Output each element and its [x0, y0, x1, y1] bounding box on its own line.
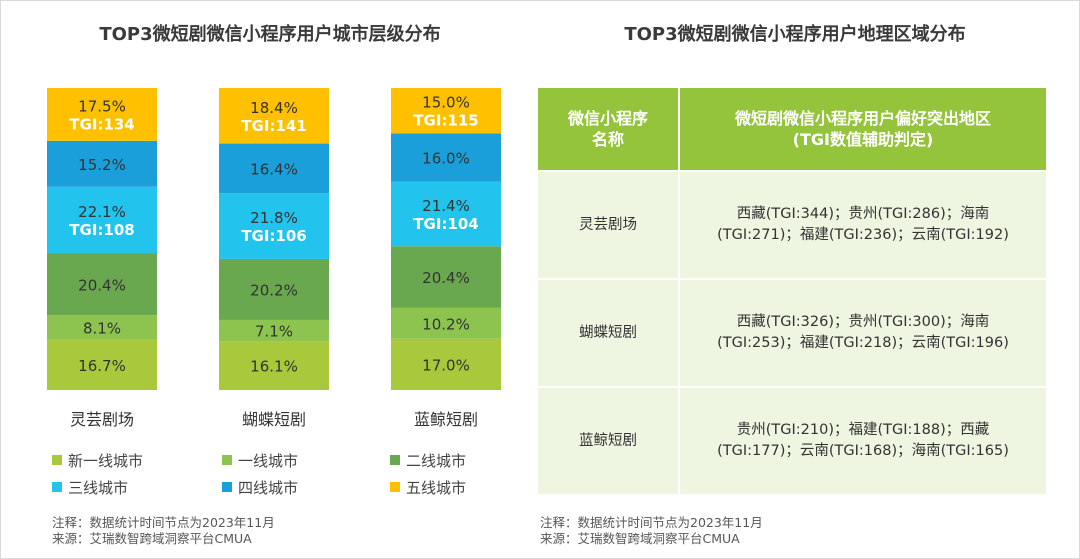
legend-swatch	[52, 455, 62, 465]
bar-segment	[391, 246, 501, 308]
bar-value-label: 16.7%	[78, 357, 126, 375]
table-row: 灵芸剧场 西藏(TGI:344)；贵州(TGI:286)；海南 (TGI:271…	[538, 170, 1046, 278]
table-row: 蓝鲸短剧 贵州(TGI:210)；福建(TGI:188)；西藏 (TGI:177…	[538, 386, 1046, 494]
legend-item-tier-new1: 新一线城市	[52, 450, 143, 471]
note-line: 注释：数据统计时间节点为2023年11月	[540, 515, 763, 530]
bar-segment	[47, 186, 157, 254]
bar-value-label: 22.1%	[78, 203, 126, 221]
legend-swatch	[222, 482, 232, 492]
row-regions: 西藏(TGI:326)；贵州(TGI:300)；海南 (TGI:253)；福建(…	[680, 278, 1046, 386]
note-line: 注释：数据统计时间节点为2023年11月	[52, 515, 275, 530]
bar-segment	[391, 307, 501, 339]
bar-value-label: 16.4%	[250, 160, 298, 178]
legend-item-tier-3: 三线城市	[52, 477, 128, 498]
bar-value-label: 21.8%	[250, 209, 298, 227]
bar-value-label: 20.4%	[422, 269, 470, 287]
bar-value-label: 20.4%	[78, 276, 126, 294]
bar-tgi-label: TGI:106	[241, 227, 306, 245]
bar-segment	[219, 258, 329, 320]
bar-segment	[391, 338, 501, 390]
legend-item-tier-1: 一线城市	[222, 450, 298, 471]
bar-tgi-label: TGI:141	[241, 117, 306, 135]
bar-value-label: 17.0%	[422, 356, 470, 374]
legend-item-tier-4: 四线城市	[222, 477, 298, 498]
bar-value-label: 7.1%	[255, 323, 293, 341]
category-label: 蝴蝶短剧	[242, 410, 306, 429]
bar-segment	[47, 253, 157, 316]
bar-tgi-label: TGI:134	[69, 115, 134, 133]
bar-value-label: 16.0%	[422, 149, 470, 167]
bar-tgi-label: TGI:108	[69, 221, 134, 239]
legend-label: 一线城市	[238, 452, 299, 470]
right-table-title: TOP3微短剧微信小程序用户地理区域分布	[624, 24, 966, 45]
bar-segment	[47, 339, 157, 390]
header-region: 微短剧微信小程序用户偏好突出地区 (TGI数值辅助判定)	[680, 88, 1046, 170]
row-regions-line2: (TGI:271)；福建(TGI:236)；云南(TGI:192)	[717, 227, 1009, 243]
bar-segment	[47, 315, 157, 340]
bar-segment	[47, 88, 157, 141]
bar-segment	[391, 88, 501, 134]
legend-item-tier-2: 二线城市	[390, 450, 466, 471]
legend-swatch	[222, 455, 232, 465]
right-footnote: 注释：数据统计时间节点为2023年11月 来源：艾瑞数智跨域洞察平台CMUA	[540, 515, 763, 547]
row-regions-line2: (TGI:177)；云南(TGI:168)；海南(TGI:165)	[717, 443, 1009, 459]
table-header-row: 微信小程序名称 微短剧微信小程序用户偏好突出地区 (TGI数值辅助判定)	[538, 88, 1046, 170]
legend-label: 新一线城市	[68, 452, 144, 470]
bar-value-label: 8.1%	[83, 319, 121, 337]
bar-value-label: 17.5%	[78, 97, 126, 115]
bar-segment	[219, 88, 329, 144]
legend-item-tier-5: 五线城市	[390, 477, 466, 498]
legend-label: 五线城市	[406, 479, 467, 497]
row-regions: 贵州(TGI:210)；福建(TGI:188)；西藏 (TGI:177)；云南(…	[680, 386, 1046, 494]
row-regions-line2: (TGI:253)；福建(TGI:218)；云南(TGI:196)	[717, 335, 1009, 351]
row-regions-line1: 西藏(TGI:326)；贵州(TGI:300)；海南	[736, 314, 990, 330]
header-region-line2: (TGI数值辅助判定)	[792, 130, 934, 149]
bar-value-label: 18.4%	[250, 99, 298, 117]
bar-segment	[219, 319, 329, 342]
bar-value-label: 10.2%	[422, 315, 470, 333]
row-regions-line1: 贵州(TGI:210)；福建(TGI:188)；西藏	[736, 422, 990, 438]
row-regions: 西藏(TGI:344)；贵州(TGI:286)；海南 (TGI:271)；福建(…	[680, 170, 1046, 278]
category-label: 蓝鲸短剧	[414, 410, 478, 429]
bar-value-label: 21.4%	[422, 197, 470, 215]
source-line: 来源：艾瑞数智跨域洞察平台CMUA	[540, 531, 740, 546]
row-app-name: 蓝鲸短剧	[538, 386, 680, 494]
bar-value-label: 15.2%	[78, 156, 126, 174]
left-footnote: 注释：数据统计时间节点为2023年11月 来源：艾瑞数智跨域洞察平台CMUA	[52, 515, 275, 547]
legend-label: 二线城市	[406, 452, 467, 470]
stacked-bar-chart: 16.7%8.1%20.4%22.1%TGI:10815.2%17.5%TGI:…	[47, 88, 501, 429]
bar-value-label: 15.0%	[422, 94, 470, 112]
source-line: 来源：艾瑞数智跨域洞察平台CMUA	[52, 531, 252, 546]
bar-segment	[219, 341, 329, 390]
row-regions-line1: 西藏(TGI:344)；贵州(TGI:286)；海南	[736, 206, 990, 222]
table-row: 蝴蝶短剧 西藏(TGI:326)；贵州(TGI:300)；海南 (TGI:253…	[538, 278, 1046, 386]
legend-label: 四线城市	[238, 479, 299, 497]
bar-tgi-label: TGI:104	[413, 215, 478, 233]
bar-segment	[47, 140, 157, 187]
row-app-name: 蝴蝶短剧	[538, 278, 680, 386]
row-app-name: 灵芸剧场	[538, 170, 680, 278]
bar-value-label: 16.1%	[250, 358, 298, 376]
legend-label: 三线城市	[68, 479, 129, 497]
header-region-line1: 微短剧微信小程序用户偏好突出地区	[734, 109, 991, 128]
header-app-name: 微信小程序名称	[538, 88, 680, 170]
region-preference-table: 微信小程序名称 微短剧微信小程序用户偏好突出地区 (TGI数值辅助判定) 灵芸剧…	[538, 88, 1046, 494]
legend-swatch	[52, 482, 62, 492]
bar-tgi-label: TGI:115	[413, 112, 478, 130]
header-app-name-text: 微信小程序名称	[568, 109, 649, 149]
left-chart-title: TOP3微短剧微信小程序用户城市层级分布	[99, 24, 441, 45]
bar-segment	[219, 143, 329, 194]
legend-swatch	[390, 482, 400, 492]
bar-segment	[391, 133, 501, 182]
category-label: 灵芸剧场	[70, 410, 134, 429]
bar-segment	[219, 193, 329, 259]
bar-segment	[391, 181, 501, 247]
bar-value-label: 20.2%	[250, 281, 298, 299]
legend-swatch	[390, 455, 400, 465]
